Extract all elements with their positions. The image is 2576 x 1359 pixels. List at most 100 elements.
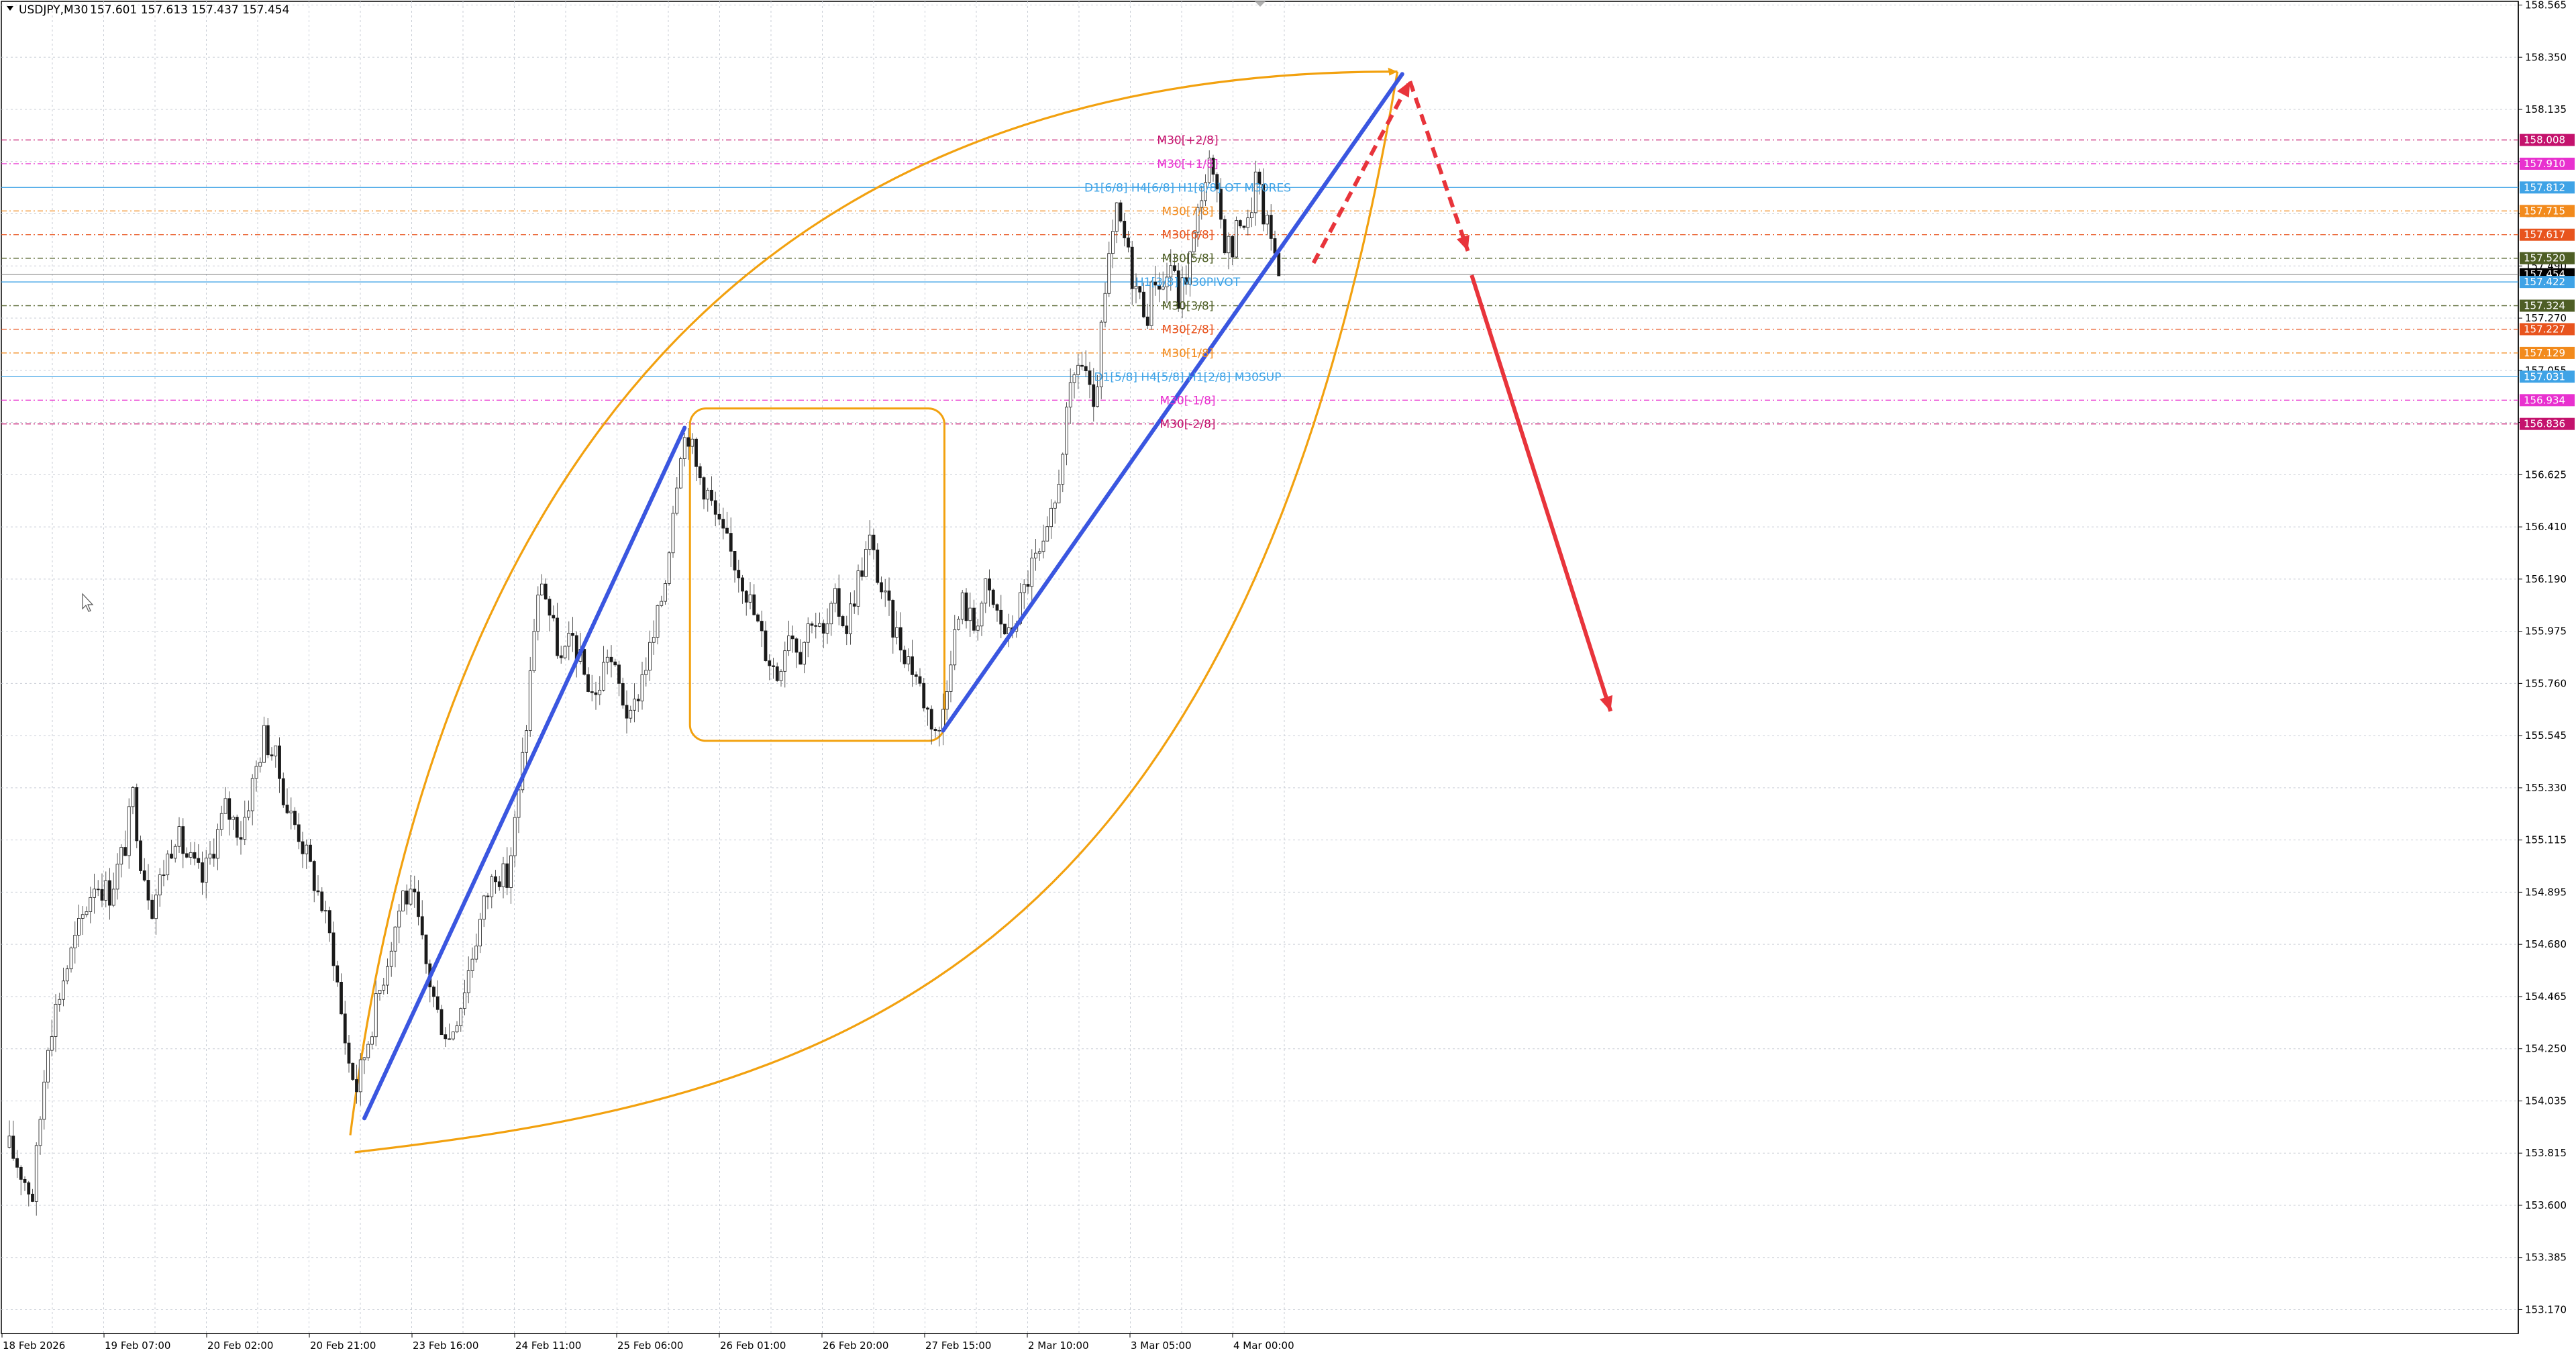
candle-body <box>744 591 748 603</box>
candle-body <box>440 1009 444 1036</box>
candle-body <box>301 841 305 854</box>
consolidation-box <box>688 407 945 742</box>
candle-body <box>841 616 845 627</box>
candle-body <box>567 633 571 647</box>
candle-body <box>528 670 532 732</box>
candle-body <box>7 1136 11 1148</box>
candle-body <box>552 615 556 619</box>
price-tick-label: 154.250 <box>2525 1043 2567 1055</box>
candle-body <box>340 981 343 1015</box>
candle-body <box>536 595 540 632</box>
candle-body <box>984 578 988 604</box>
candle-body <box>582 649 586 675</box>
candle-body <box>239 837 243 840</box>
candle-body <box>821 623 825 634</box>
candle-body <box>895 627 898 638</box>
candle-body <box>903 650 907 664</box>
candle-body <box>100 889 104 901</box>
candle-body <box>1231 236 1235 258</box>
candle-body <box>77 918 81 936</box>
candle-body <box>717 513 721 520</box>
candle-body <box>933 729 937 731</box>
candle-body <box>891 600 895 638</box>
plot-area[interactable] <box>1 1 2519 1334</box>
candle-body <box>466 970 470 993</box>
candle-body <box>814 625 818 627</box>
candle-body <box>1180 277 1184 309</box>
candle-body <box>470 958 474 971</box>
candle-body <box>204 858 208 883</box>
candle-body <box>119 847 123 865</box>
price-tag-label: 157.227 <box>2524 323 2565 336</box>
orange-projection-curves <box>349 67 1399 1154</box>
candle-body <box>856 570 860 607</box>
candle-body <box>378 989 382 994</box>
candle-body <box>783 650 787 672</box>
candle-body <box>710 489 713 501</box>
candle-body <box>1165 276 1169 288</box>
candle-body <box>1061 454 1065 485</box>
candle-body <box>1080 364 1084 367</box>
candle-body <box>690 438 694 447</box>
candle-body <box>266 725 270 756</box>
candle-body <box>285 805 289 813</box>
candle-body <box>247 810 250 818</box>
price-tag-label: 157.422 <box>2524 276 2565 288</box>
level-lines <box>1 139 2518 425</box>
candle-body <box>660 601 664 606</box>
candle-body <box>193 852 197 859</box>
candle-body <box>1003 623 1007 635</box>
candle-body <box>347 1042 351 1064</box>
candle-body <box>1123 221 1127 238</box>
candle-body <box>837 588 841 617</box>
candle-body <box>208 854 212 859</box>
candle-body <box>571 633 574 636</box>
price-tick-label: 153.815 <box>2525 1147 2567 1159</box>
candle-body <box>586 674 590 692</box>
candle-body <box>729 533 733 552</box>
level-labels: M30[+2/8] M30[+1/8] D1[6/8] H4[6/8] H1[8/8… <box>1084 134 1291 432</box>
candle-body <box>509 855 513 888</box>
shift-marker-icon[interactable] <box>1255 1 1266 7</box>
candle-body <box>953 629 957 666</box>
time-tick-label: 24 Feb 11:00 <box>515 1340 581 1352</box>
level-label: D1[6/8] H4[6/8] H1[8/8] OT M30RES <box>1084 181 1291 195</box>
price-tag <box>2520 181 2575 194</box>
price-tick-label: 155.760 <box>2525 677 2567 689</box>
price-tag-label: 158.008 <box>2524 134 2565 146</box>
candle-body <box>474 946 478 960</box>
time-tick-label: 4 Mar 00:00 <box>1233 1340 1294 1352</box>
time-tick-label: 20 Feb 21:00 <box>310 1340 376 1352</box>
candle-body <box>305 844 309 854</box>
candle-body <box>860 570 864 577</box>
candle-body <box>559 655 563 658</box>
candle-body <box>937 729 941 732</box>
candle-body <box>748 594 752 603</box>
grid <box>1 1 2518 1333</box>
candle-body <box>1235 220 1238 258</box>
candle-body <box>544 583 548 600</box>
candle-body <box>737 570 741 578</box>
trendline <box>362 425 687 1121</box>
candle-body <box>1169 265 1173 278</box>
candle-body <box>794 638 798 653</box>
candle-body <box>625 705 629 719</box>
candle-body <box>409 889 413 905</box>
candle-body <box>309 844 312 862</box>
dropdown-arrow-icon[interactable] <box>7 6 13 11</box>
candle-body <box>1253 171 1257 213</box>
price-tag-label: 157.910 <box>2524 158 2565 170</box>
candle-body <box>686 437 690 447</box>
price-tick-label: 158.135 <box>2525 103 2567 115</box>
candle-body <box>702 477 706 500</box>
candle-body <box>27 1182 31 1195</box>
price-tick-label: 153.385 <box>2525 1252 2567 1264</box>
candle-body <box>355 1079 358 1093</box>
candle-body <box>258 762 262 767</box>
price-tick-label: 158.565 <box>2525 0 2567 11</box>
candle-body <box>733 551 737 570</box>
candle-body <box>1173 265 1176 271</box>
price-tag <box>2520 370 2575 383</box>
